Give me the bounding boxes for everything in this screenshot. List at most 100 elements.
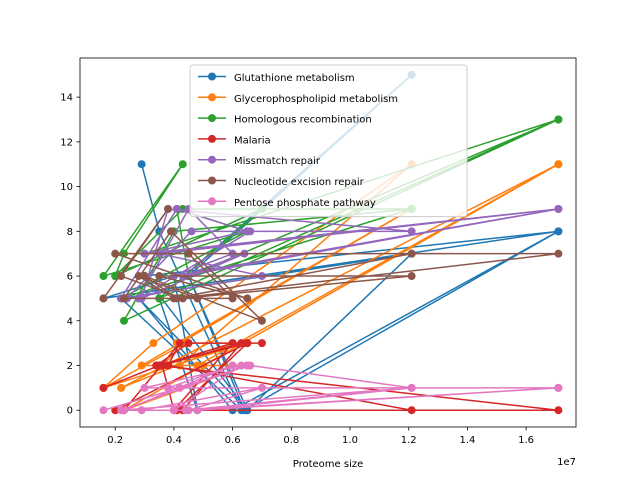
data-point (554, 383, 563, 392)
legend-item: Pentose phosphate pathway (198, 197, 376, 209)
legend-label: Glycerophospholipid metabolism (234, 94, 398, 105)
legend-item: Glycerophospholipid metabolism (198, 93, 398, 105)
data-point (99, 383, 108, 392)
data-point (193, 406, 202, 415)
data-point (111, 249, 120, 258)
data-point (228, 339, 237, 348)
data-point (175, 339, 184, 348)
x-tick-label: 1.6 (518, 435, 534, 446)
x-tick-label: 0.2 (107, 435, 123, 446)
series-line (103, 364, 560, 411)
plot-frame (79, 57, 577, 428)
data-point (243, 339, 252, 348)
data-point (152, 361, 161, 370)
data-point (166, 227, 175, 236)
data-point (137, 361, 146, 370)
data-point (164, 204, 173, 213)
legend-marker (208, 93, 216, 102)
data-point (407, 249, 416, 258)
series-5 (99, 204, 563, 325)
data-point (407, 227, 416, 236)
series-line (102, 208, 560, 322)
data-point (184, 249, 193, 258)
legend-item: Malaria (198, 134, 271, 146)
series-line (103, 342, 560, 411)
data-point (99, 294, 108, 303)
legend-item: Nucleotide excision repair (198, 176, 365, 188)
data-point (554, 204, 563, 213)
data-point (237, 339, 246, 348)
y-tick-label: 10 (60, 182, 73, 193)
data-point (181, 406, 190, 415)
legend-label: Homologous recombination (234, 115, 372, 126)
legend-item: Glutathione metabolism (198, 72, 355, 84)
data-point (187, 227, 196, 236)
data-point (257, 316, 266, 325)
series-6 (99, 361, 563, 415)
legend-label: Missmatch repair (234, 156, 321, 167)
y-tick-label: 12 (60, 137, 73, 148)
data-point (111, 272, 120, 281)
x-tick-label: 0.4 (166, 435, 182, 446)
x-tick-label: 1.2 (401, 435, 417, 446)
x-tick-label: 1.4 (459, 435, 475, 446)
legend-label: Nucleotide excision repair (234, 177, 365, 188)
data-point (257, 339, 266, 348)
data-point (140, 272, 149, 281)
legend-item: Missmatch repair (198, 155, 321, 167)
data-point (158, 361, 167, 370)
legend-marker (208, 114, 216, 123)
legend-label: Malaria (234, 135, 271, 146)
data-point (134, 272, 143, 281)
y-tick-label: 14 (60, 93, 73, 104)
data-point (178, 294, 187, 303)
data-point (554, 115, 563, 124)
data-point (149, 339, 158, 348)
data-point (120, 294, 129, 303)
data-point (178, 160, 187, 169)
legend-marker (208, 197, 216, 206)
data-point (164, 361, 173, 370)
data-point (554, 406, 563, 415)
data-point (407, 406, 416, 415)
data-point (554, 160, 563, 169)
data-point (155, 272, 164, 281)
y-axis: 0 2 4 6 8 10 12 14 (60, 93, 80, 417)
data-point (243, 294, 252, 303)
data-point (172, 204, 181, 213)
x-axis: 0.2 0.4 0.6 0.8 1.0 1.2 1.4 1.6 (107, 427, 534, 446)
x-axis-label: Proteome size (293, 459, 364, 470)
data-point (120, 406, 129, 415)
y-tick-label: 4 (67, 316, 73, 327)
legend-box (189, 64, 468, 218)
data-point (99, 406, 108, 415)
data-point (137, 160, 146, 169)
data-point (407, 383, 416, 392)
data-point (228, 294, 237, 303)
legend-marker (208, 155, 216, 164)
data-point (246, 227, 255, 236)
data-point (99, 272, 108, 281)
data-point (237, 361, 246, 370)
data-point (193, 294, 202, 303)
series-line (120, 208, 560, 300)
data-point (169, 294, 178, 303)
legend: Glutathione metabolism Glycerophospholipi… (189, 64, 468, 218)
data-point (554, 227, 563, 236)
data-point (117, 383, 126, 392)
plot-lines (99, 70, 563, 415)
x-tick-label: 0.6 (225, 435, 241, 446)
legend-item: Homologous recombination (198, 114, 372, 126)
data-point (246, 361, 255, 370)
data-point (175, 383, 184, 392)
legend-marker (208, 176, 216, 185)
data-point (554, 249, 563, 258)
x-tick-label: 1.0 (342, 435, 358, 446)
data-point (117, 272, 126, 281)
data-point (111, 406, 120, 415)
legend-marker (208, 134, 216, 143)
y-tick-label: 6 (67, 272, 73, 283)
data-point (140, 383, 149, 392)
legend-label: Pentose phosphate pathway (234, 198, 376, 209)
